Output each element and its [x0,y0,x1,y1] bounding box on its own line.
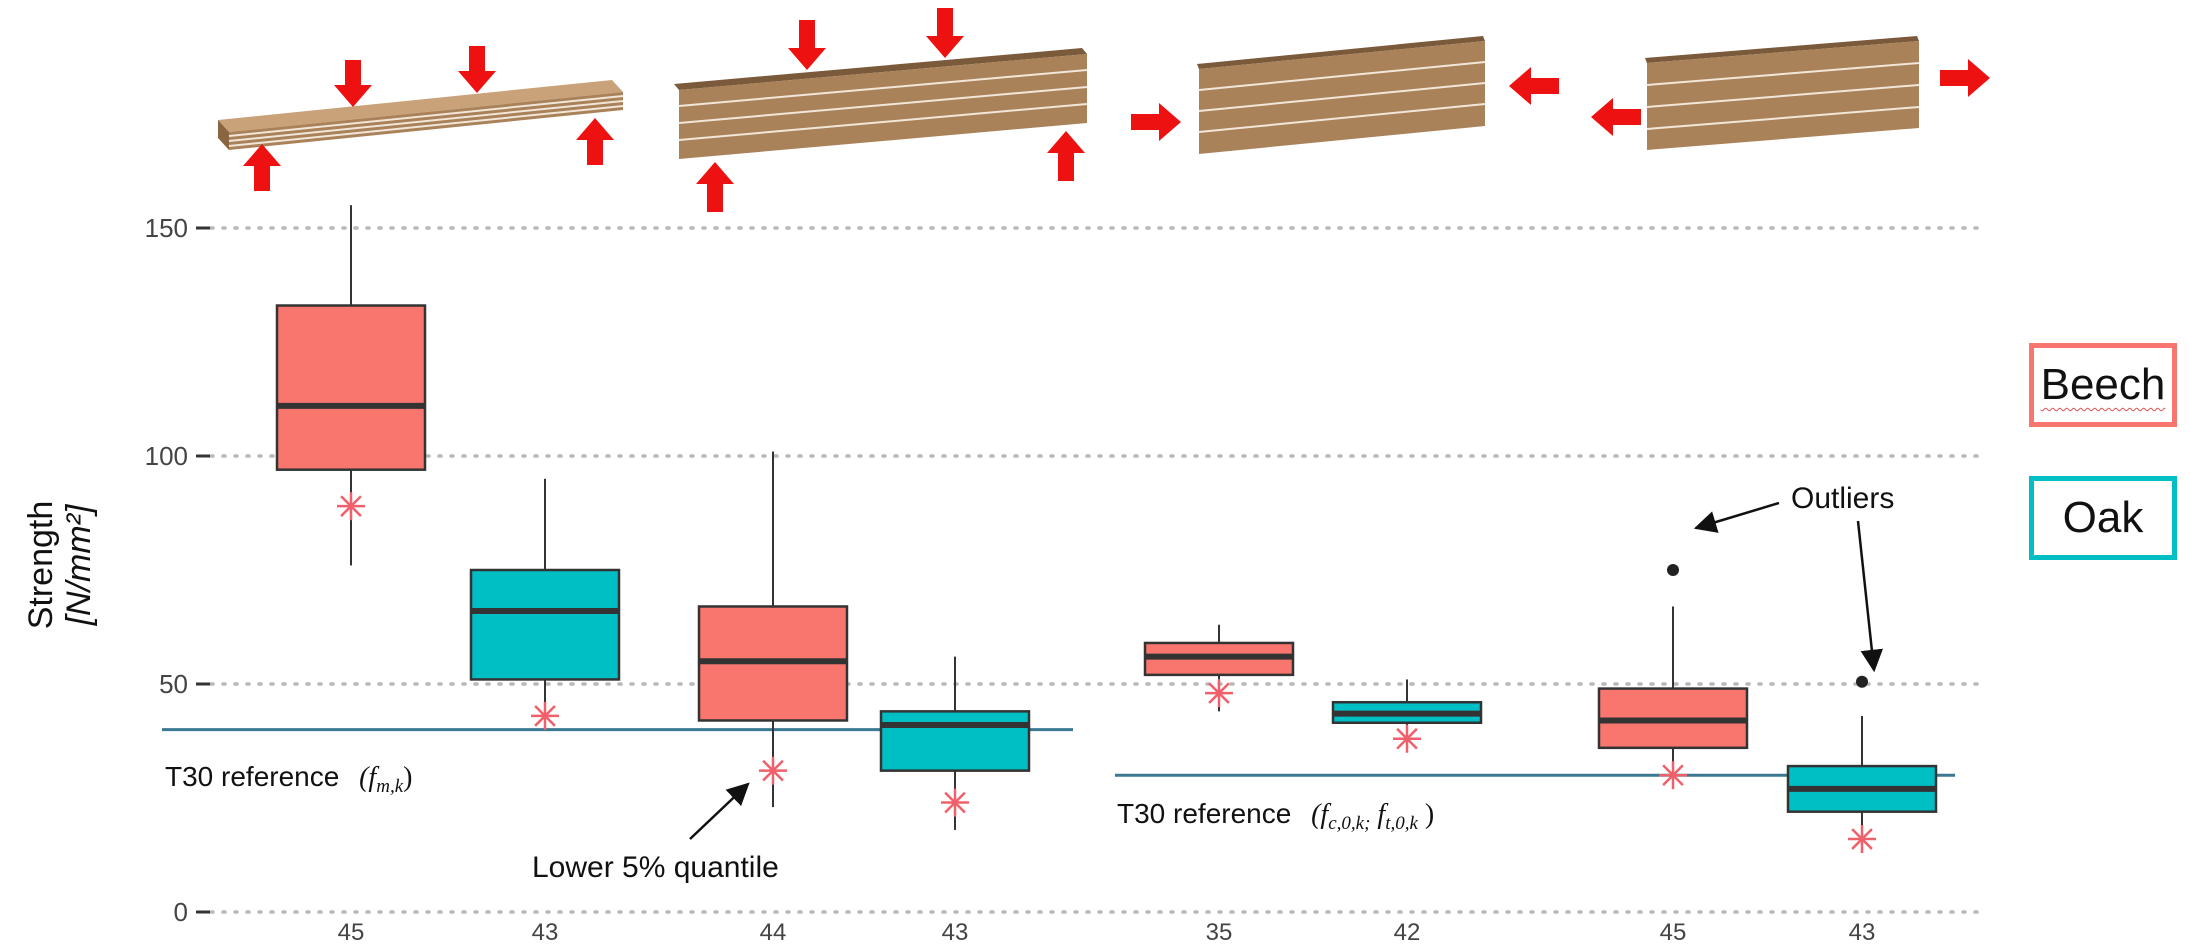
load-arrows [243,8,1990,212]
asterisk-stroke [1662,764,1684,786]
lower-5pct-marker [1393,724,1421,753]
lower-5pct-marker [759,756,787,785]
annotation-lower-quantile: Lower 5% quantile [532,851,779,884]
reference-label-bending: T30 reference (fm,k) [165,761,412,797]
asterisk-stroke [762,759,784,782]
illustration-bending-edgewise [674,48,1088,159]
x-tick-label: 43 [532,919,559,946]
illustration-compression [1197,36,1486,154]
annotation-outliers: Outliers [1791,482,1894,515]
lower-5pct-marker [1848,825,1876,854]
asterisk-stroke [944,791,966,814]
lower-5pct-marker [531,701,559,730]
illustration-bending-flatwise [218,80,624,150]
x-tick-label: 45 [1660,919,1687,946]
x-tick-label: 43 [942,919,969,946]
legend-item-beech: Beech [2029,343,2177,427]
annotation-arrow-outlier-beech [1693,501,1780,533]
box-iqr [275,304,427,471]
lower-5pct-marker [1205,679,1233,708]
legend-label-beech: Beech [2040,360,2166,409]
arrow-up-icon [1047,131,1085,181]
box-oak [879,656,1031,830]
x-axis-sample-sizes: 45 43 44 43 35 42 45 43 [338,919,1876,946]
annotation-arrow-outlier-oak [1856,520,1884,673]
outlier-point [1856,675,1868,688]
y-tick-label: 50 [159,669,188,699]
y-tick-label: 0 [174,897,188,927]
arrow-down-icon [334,60,372,107]
y-tick-label: 150 [145,213,188,243]
box-beech [1597,564,1749,790]
arrow-right-icon [1131,103,1181,141]
illustration-tension [1645,36,1920,150]
x-tick-label: 44 [760,919,787,946]
legend-item-oak: Oak [2029,476,2177,560]
x-tick-label: 43 [1849,919,1876,946]
lower-5pct-marker [941,788,969,817]
y-tick-label: 100 [145,441,188,471]
y-axis-title: Strength [N/mm²] [22,501,98,630]
arrow-up-icon [243,144,281,191]
box-series [275,205,1938,854]
box-oak [1331,679,1483,753]
arrow-up-icon [696,162,734,212]
arrow-down-icon [926,8,964,58]
box-oak [469,478,621,730]
y-axis: 0 50 100 150 [145,213,210,927]
asterisk-stroke [534,705,556,727]
box-iqr [469,568,621,681]
arrow-left-icon [1509,67,1559,105]
arrow-down-icon [458,46,496,93]
lower-5pct-marker [1659,761,1687,790]
box-oak [1786,675,1938,854]
arrow-down-icon [788,20,826,70]
arrow-left-icon [1591,98,1641,136]
box-beech [697,451,849,808]
y-axis-label: Strength [22,501,60,630]
legend-label-oak: Oak [2062,493,2144,542]
annotation-arrow-quantile [689,782,750,840]
asterisk-stroke [1208,682,1230,704]
x-tick-label: 35 [1206,919,1233,946]
asterisk-stroke [340,495,362,517]
outlier-point [1667,564,1679,576]
y-axis-unit: [N/mm²] [60,503,98,626]
reference-label-axial: T30 reference (fc,0,k; ft,0,k ) [1117,798,1434,834]
lower-5pct-marker [337,492,365,521]
box-beech [1143,624,1295,712]
asterisk-stroke [1851,828,1873,850]
arrow-up-icon [576,118,614,165]
box-iqr [879,710,1031,772]
x-tick-label: 42 [1394,919,1421,946]
arrow-right-icon [1940,59,1990,97]
box-beech [275,205,427,566]
asterisk-stroke [1396,727,1418,750]
y-gridlines [209,226,1987,914]
x-tick-label: 45 [338,919,365,946]
